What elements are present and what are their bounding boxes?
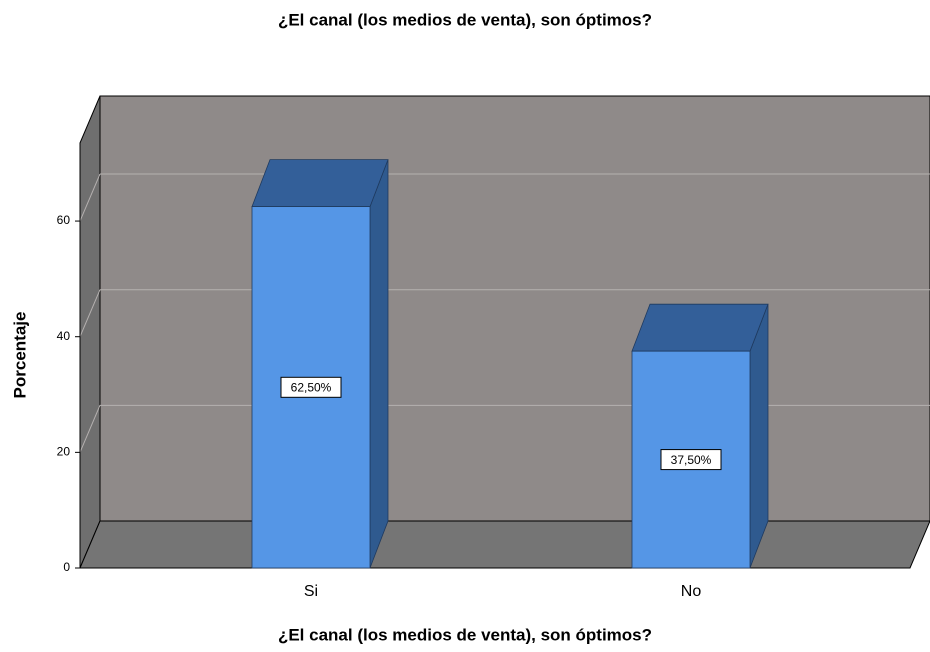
x-axis-title: ¿El canal (los medios de venta), son ópt… — [278, 625, 652, 644]
y-tick-label: 20 — [57, 445, 71, 459]
bar-top — [631, 303, 769, 352]
grid-line — [79, 289, 101, 337]
value-label-box — [660, 449, 722, 471]
bar-top — [251, 159, 389, 208]
y-tick-label: 40 — [57, 329, 71, 343]
x-tick-label: Si — [304, 583, 318, 600]
back-wall — [99, 95, 930, 522]
grid-line — [79, 405, 101, 453]
left-wall — [79, 95, 101, 569]
y-tick-label: 60 — [57, 213, 71, 227]
value-label: 37,50% — [671, 453, 712, 467]
y-tick-label: 0 — [63, 560, 70, 574]
x-tick-label: No — [681, 583, 702, 600]
bar-side — [369, 159, 389, 569]
y-axis-title: Porcentaje — [10, 312, 29, 399]
value-label-box — [280, 376, 342, 398]
value-label: 62,50% — [291, 380, 332, 394]
chart-title: ¿El canal (los medios de venta), son ópt… — [278, 10, 652, 29]
floor — [79, 520, 930, 569]
grid-line — [79, 173, 101, 222]
